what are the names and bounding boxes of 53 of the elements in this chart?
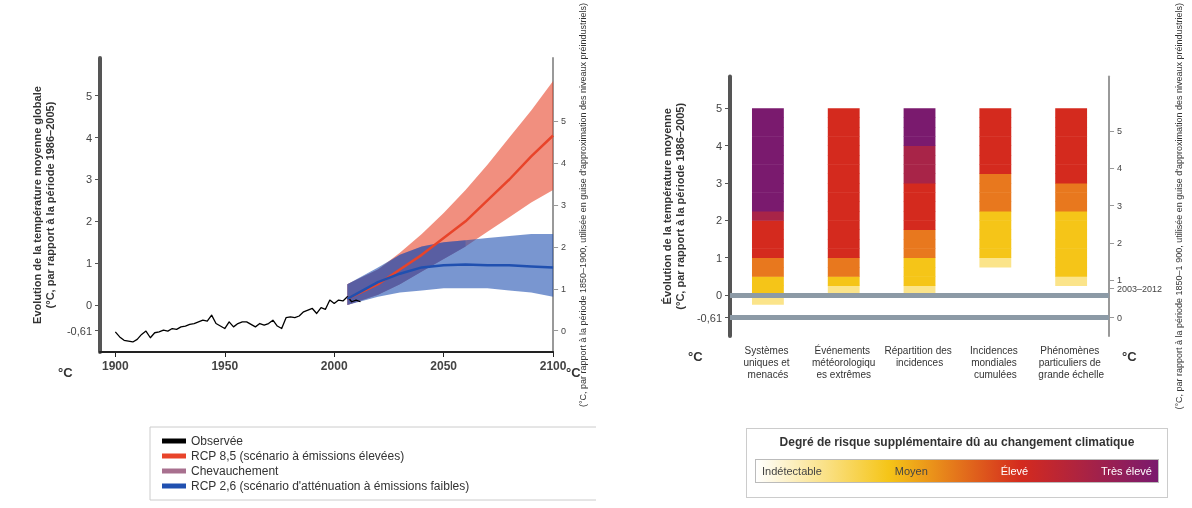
x-tick-label: 2050 [430, 359, 458, 373]
y-axis-title: Evolution de la température moyenne globale (°C, par rapport à la période 1986–2005) [30, 86, 56, 324]
x-tick-label: Répartition des incidences [884, 344, 955, 368]
y-tick-label: 2 [715, 214, 722, 227]
x-tick-label: Systèmes uniques et menacés [743, 344, 793, 380]
x-tick-label: 1950 [211, 359, 239, 373]
y2-tick-label: 0 [1117, 312, 1123, 323]
y2-tick-label: 3 [561, 200, 567, 211]
x-tick-label: 2000 [320, 359, 348, 373]
y2-axis-title: (°C, par rapport à la période 1850–1 900, utilisée en guise d'approximation des niveaux préindustriels) [1173, 3, 1184, 410]
y2-tick-label: 4 [1117, 163, 1123, 174]
bar [751, 210, 784, 221]
y-tick-label: 1 [85, 257, 92, 270]
y2-tick-label: 1 [561, 283, 567, 294]
y2-tick-label: 2003–2012 [1117, 283, 1163, 294]
y2-tick-label: 2 [561, 241, 567, 252]
x-tick-label: Événements météorologiques extrêmes [812, 343, 876, 380]
y-tick-label: 4 [85, 131, 92, 144]
y2-tick-label: 5 [1117, 126, 1123, 137]
y-tick-label: 0 [85, 299, 92, 312]
x-tick-label: Phénomènes particuliers de grande échelle [1038, 344, 1105, 380]
legend-label: Observée [191, 434, 244, 448]
y-tick-label: 0 [715, 288, 722, 301]
text: °C [688, 349, 704, 364]
y-tick-label: 1 [715, 251, 722, 264]
x-tick-label: Incidences mondiales cumulées [970, 344, 1021, 380]
bar [827, 276, 860, 287]
y2-tick-label: 4 [561, 158, 567, 169]
y2-tick-label: 2 [1117, 238, 1123, 249]
legend-label: RCP 8,5 (scénario à émissions élevées) [191, 449, 405, 463]
y-axis-title: Évolution de la température moyenne (°C, par rapport à la période 1986–2005) [660, 102, 686, 310]
x-tick-label: 2100 [539, 359, 567, 373]
y-tick-label: 3 [715, 176, 722, 189]
y-tick-label: -0,61 [696, 311, 722, 324]
text: °C [1122, 349, 1138, 364]
text: °C [58, 365, 74, 380]
legend-label: RCP 2,6 (scénario d'atténuation à émissions faibles) [191, 479, 470, 493]
legend-label: Chevauchement [191, 464, 280, 478]
color-bar-title: Degré de risque supplémentaire dû au changement climatique [778, 435, 1136, 449]
y-tick-label: 2 [85, 215, 92, 228]
x-tick-label: 1900 [101, 359, 129, 373]
y-tick-label: 3 [85, 173, 92, 186]
line-series [114, 296, 362, 343]
risk-scale: Indétectable Moyen Élevé Très élevé [755, 459, 1159, 483]
line-series [346, 263, 555, 301]
y2-tick-label: 5 [561, 116, 567, 127]
y2-tick-label: 3 [1117, 200, 1123, 211]
y2-tick-label: 0 [561, 325, 567, 336]
y-tick-label: 5 [85, 89, 92, 102]
y-tick-label: 4 [715, 139, 722, 152]
y2-tick-label: 1 [1117, 275, 1123, 286]
y-tick-label: 5 [715, 102, 722, 115]
y-tick-label: -0,61 [66, 324, 92, 337]
